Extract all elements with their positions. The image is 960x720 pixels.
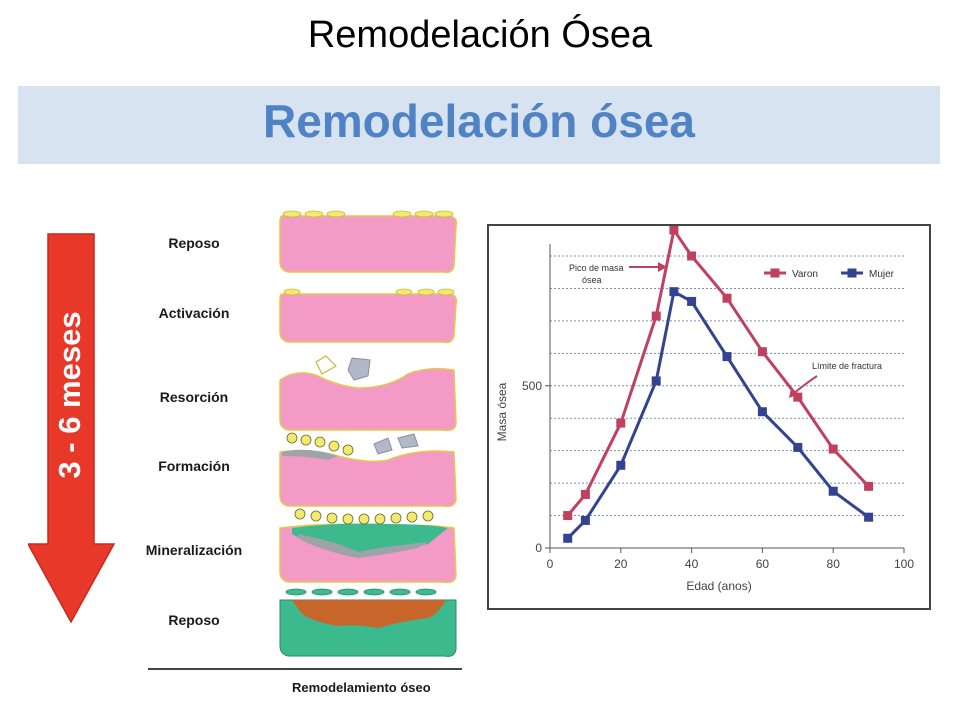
x-tick-label: 20 xyxy=(614,557,628,571)
data-point-varon xyxy=(651,311,661,321)
data-point-varon xyxy=(722,293,732,303)
y-tick-label: 0 xyxy=(535,541,542,555)
stage-formacion-bone xyxy=(279,432,457,508)
data-point-varon xyxy=(864,481,874,491)
annotation-fracture-limit: Límite de fractura xyxy=(812,361,882,371)
legend-label-mujer: Mujer xyxy=(869,269,895,280)
arrow-shape xyxy=(26,233,116,624)
stage-label-reposo-2: Reposo xyxy=(168,612,220,628)
data-point-mujer xyxy=(563,533,573,543)
data-point-mujer xyxy=(580,515,590,525)
data-point-mujer xyxy=(864,512,874,522)
x-tick-label: 60 xyxy=(756,557,770,571)
axis-layer: 0 20 40 60 80 100 0 500 Edad (anos) Masa ósea xyxy=(495,244,914,593)
data-point-mujer xyxy=(669,287,679,297)
y-tick-label: 500 xyxy=(522,379,542,393)
annotation-peak-arrow-head xyxy=(658,262,667,272)
stage-activacion-bone xyxy=(279,288,458,344)
stage-label-mineralizacion: Mineralización xyxy=(145,542,243,558)
data-point-mujer xyxy=(616,460,626,470)
data-point-mujer xyxy=(687,296,697,306)
data-point-varon xyxy=(580,489,590,499)
annotation-peak-line1: Pico de masa xyxy=(569,263,624,273)
data-point-mujer xyxy=(722,352,732,362)
data-point-mujer xyxy=(757,407,767,417)
series-layer xyxy=(563,226,874,543)
legend-swatch-marker xyxy=(847,268,857,278)
x-axis-label: Edad (anos) xyxy=(686,579,751,593)
legend-label-varon: Varon xyxy=(792,269,818,280)
bone-mass-chart: 0 20 40 60 80 100 0 500 Edad (anos) Masa ósea Var… xyxy=(487,224,931,610)
x-tick-label: 100 xyxy=(894,557,914,571)
stage-resorcion-bone xyxy=(279,355,457,432)
x-tick-label: 0 xyxy=(547,557,554,571)
stage-reposo-1-bone xyxy=(279,210,458,274)
data-point-mujer xyxy=(828,486,838,496)
stages-baseline xyxy=(148,668,462,670)
data-point-mujer xyxy=(793,442,803,452)
banner: Remodelación ósea xyxy=(18,86,940,164)
stages-footer-label: Remodelamiento óseo xyxy=(292,680,431,695)
annotation-fracture-arrow-head xyxy=(789,388,799,398)
data-point-varon xyxy=(828,444,838,454)
data-point-varon xyxy=(687,251,697,261)
slide-title: Remodelación Ósea xyxy=(307,14,653,56)
data-point-mujer xyxy=(651,376,661,386)
legend-swatch-marker xyxy=(770,268,780,278)
series-line-mujer xyxy=(566,290,870,540)
legend-layer: Varon Mujer xyxy=(764,268,895,280)
chart-svg: 0 20 40 60 80 100 0 500 Edad (anos) Masa ósea Var… xyxy=(495,226,914,593)
stage-reposo-2-bone xyxy=(279,588,457,657)
x-tick-label: 40 xyxy=(685,557,699,571)
data-point-varon xyxy=(616,418,626,428)
stage-label-activacion: Activación xyxy=(158,305,230,321)
stage-mineralizacion-bone xyxy=(279,508,457,584)
data-point-varon xyxy=(563,511,573,521)
stage-label-resorcion: Resorción xyxy=(159,389,229,405)
annotation-peak-line2: ósea xyxy=(582,275,602,285)
annotation-layer: Pico de masa ósea Límite de fractura xyxy=(569,262,882,398)
stage-label-formacion: Formación xyxy=(158,458,230,474)
y-axis-label: Masa ósea xyxy=(495,382,509,441)
data-point-varon xyxy=(669,226,679,235)
stage-label-reposo-1: Reposo xyxy=(168,235,220,251)
banner-title: Remodelación ósea xyxy=(262,95,696,147)
arrow-label: 3 - 6 meses xyxy=(52,311,87,479)
data-point-varon xyxy=(757,347,767,357)
data-point-varon xyxy=(793,392,803,402)
x-tick-label: 80 xyxy=(827,557,841,571)
timeline-arrow xyxy=(26,232,118,624)
stages-illustration xyxy=(279,210,458,657)
annotation-fracture-arrow-shaft xyxy=(792,375,818,395)
